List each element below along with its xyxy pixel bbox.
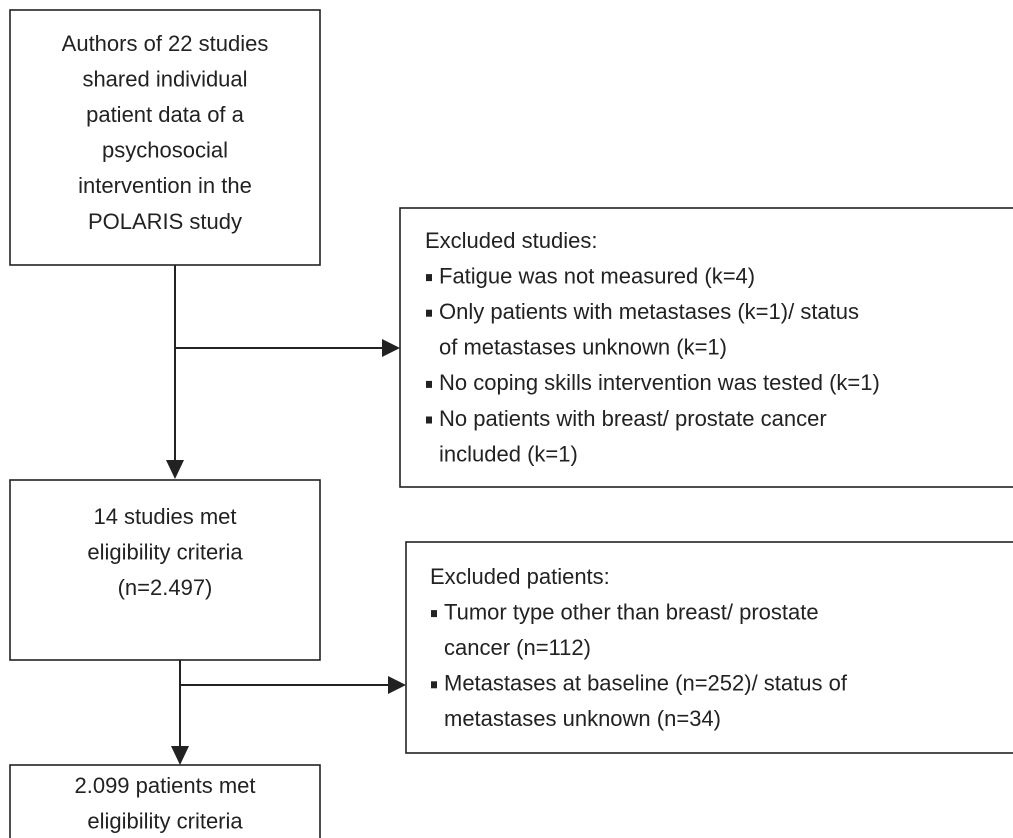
node-box	[9, 764, 321, 838]
exclusion-box	[405, 541, 1013, 754]
bullet	[431, 610, 437, 618]
exclusion-item: No coping skills intervention was tested…	[439, 370, 880, 395]
node-text: 14 studies met	[93, 504, 236, 529]
arrowhead	[166, 460, 184, 479]
node-text: POLARIS study	[88, 209, 242, 234]
bullet	[426, 274, 432, 282]
node-text: eligibility criteria	[87, 539, 243, 564]
node-text: 2.099 patients met	[74, 773, 255, 798]
bullet	[426, 380, 432, 388]
node-box	[9, 479, 321, 661]
bullet	[426, 416, 432, 424]
exclusion-title: Excluded studies:	[425, 228, 597, 253]
node-text: shared individual	[82, 66, 247, 91]
node-text: patient data of a	[86, 102, 245, 127]
bullet	[431, 681, 437, 689]
exclusion-item: Tumor type other than breast/ prostate	[444, 599, 819, 624]
node-text: Authors of 22 studies	[62, 31, 269, 56]
node-text: psychosocial	[102, 138, 228, 163]
exclusion-box	[399, 207, 1013, 488]
exclusion-item: cancer (n=112)	[444, 635, 591, 660]
node-text: eligibility criteria	[87, 808, 243, 833]
exclusion-item: Only patients with metastases (k=1)/ sta…	[439, 299, 859, 324]
arrowhead	[171, 746, 189, 765]
exclusion-item: Metastases at baseline (n=252)/ status o…	[444, 671, 848, 696]
arrowhead	[388, 676, 406, 694]
exclusion-item: included (k=1)	[439, 441, 578, 466]
exclusion-item: Fatigue was not measured (k=4)	[439, 263, 755, 288]
node-text: intervention in the	[78, 173, 252, 198]
exclusion-item: of metastases unknown (k=1)	[439, 335, 727, 360]
exclusion-title: Excluded patients:	[430, 564, 610, 589]
exclusion-item: metastases unknown (n=34)	[444, 706, 721, 731]
bullet	[426, 309, 432, 317]
exclusion-item: No patients with breast/ prostate cancer	[439, 406, 827, 431]
arrowhead	[382, 339, 400, 357]
node-text: (n=2.497)	[118, 575, 213, 600]
node-box	[9, 9, 321, 266]
